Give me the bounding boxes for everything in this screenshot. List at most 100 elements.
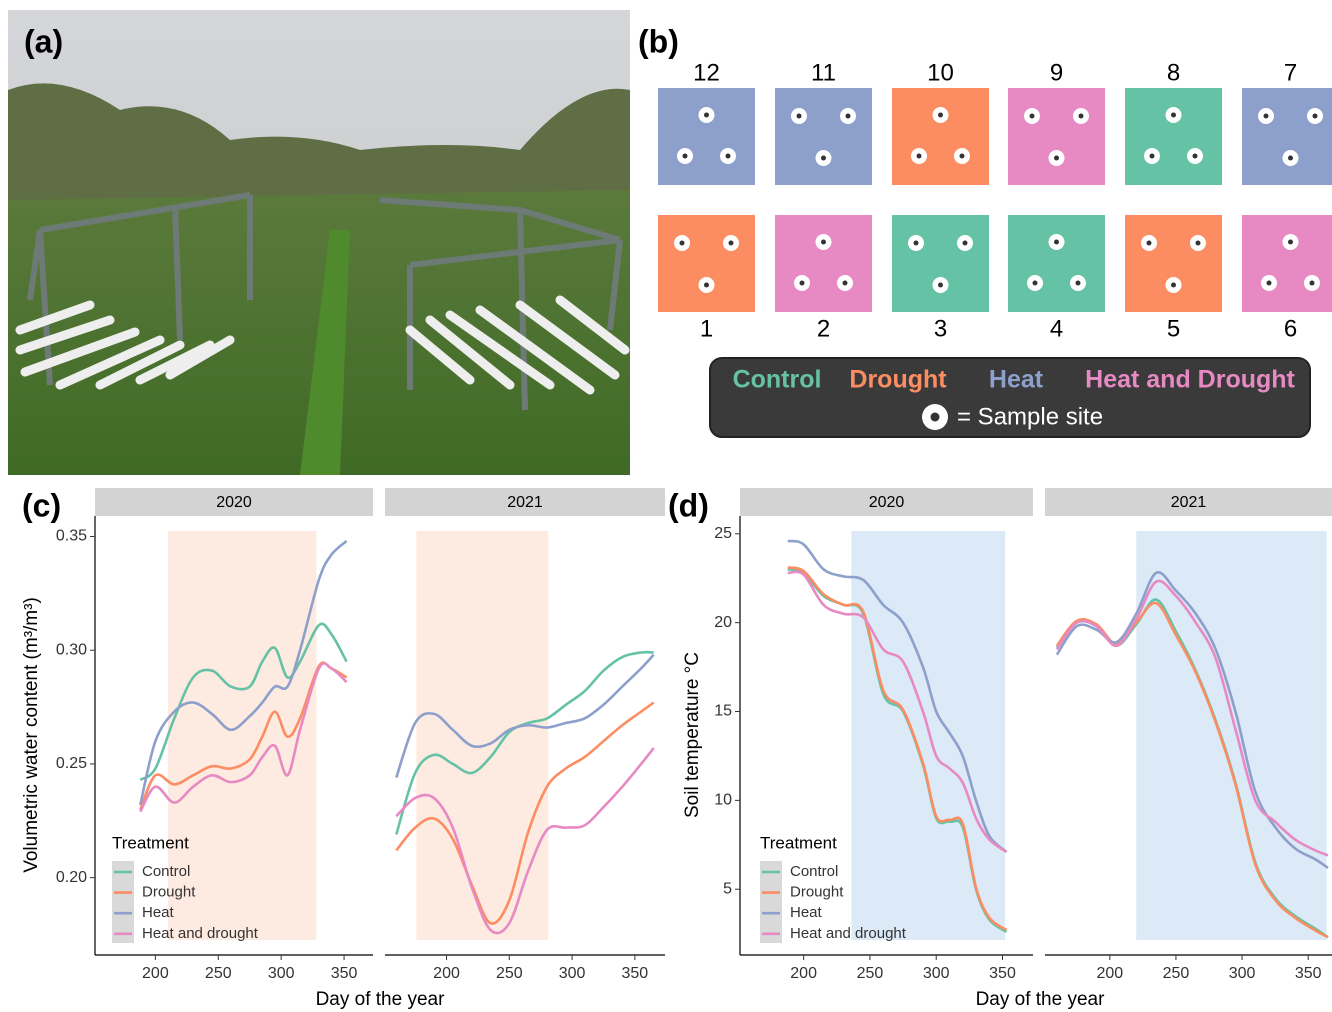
y-tick-label: 0.30 xyxy=(56,641,87,658)
sample-site-center xyxy=(846,114,851,119)
x-tick-label: 350 xyxy=(989,965,1016,982)
legend-label: Heat and Drought xyxy=(1085,366,1295,394)
y-tick-label: 0.25 xyxy=(56,755,87,772)
x-tick-label: 350 xyxy=(622,965,649,982)
sample-site-center xyxy=(938,113,943,118)
plot xyxy=(658,88,755,185)
plot-number: 7 xyxy=(1284,59,1297,86)
x-tick-label: 300 xyxy=(559,965,586,982)
legend-label: Heat xyxy=(790,904,823,921)
x-tick-label: 200 xyxy=(433,965,460,982)
plot xyxy=(892,215,989,312)
sample-site-center xyxy=(1150,154,1155,159)
plot xyxy=(1242,88,1332,185)
sample-site-center xyxy=(704,113,709,118)
facet-title: 2021 xyxy=(507,494,543,511)
x-tick-label: 200 xyxy=(1096,965,1123,982)
plot xyxy=(1008,88,1105,185)
plot xyxy=(1125,215,1222,312)
x-axis-title: Day of the year xyxy=(316,989,446,1010)
legend-label: Control xyxy=(790,863,838,880)
y-tick-label: 20 xyxy=(714,614,732,631)
x-tick-label: 250 xyxy=(857,965,884,982)
x-tick-label: 250 xyxy=(496,965,523,982)
plot xyxy=(1242,215,1332,312)
sample-site-center xyxy=(1171,283,1176,288)
facet-title: 2020 xyxy=(869,494,905,511)
plot-number: 2 xyxy=(817,315,830,342)
sample-site-center xyxy=(729,241,734,246)
panel-label: (a) xyxy=(24,23,63,59)
y-axis-title: Volumetric water content (m³/m³) xyxy=(21,597,42,873)
legend-label: Heat xyxy=(142,904,175,921)
legend-label: Drought xyxy=(790,884,844,901)
sample-site-center xyxy=(726,154,731,159)
sample-site-center xyxy=(1196,241,1201,246)
panel-label: (b) xyxy=(638,23,679,59)
figure: (a) (b) (c) (d) 121110987123456ControlDr… xyxy=(0,0,1332,1012)
x-tick-label: 300 xyxy=(268,965,295,982)
sample-site-center xyxy=(680,241,685,246)
sample-site-center xyxy=(1288,240,1293,245)
sample-site-center xyxy=(821,240,826,245)
plot xyxy=(658,215,755,312)
sample-site-icon-center xyxy=(931,413,940,422)
y-tick-label: 10 xyxy=(714,792,732,809)
plot-number: 1 xyxy=(700,315,713,342)
y-tick-label: 0.35 xyxy=(56,528,87,545)
x-tick-label: 350 xyxy=(1295,965,1322,982)
plot-number: 9 xyxy=(1050,59,1063,86)
legend-label: Heat and drought xyxy=(790,925,907,942)
sample-site-center xyxy=(914,241,919,246)
x-axis-title: Day of the year xyxy=(976,989,1106,1010)
sample-site-center xyxy=(1147,241,1152,246)
sample-site-center xyxy=(800,281,805,286)
sample-site-center xyxy=(1313,114,1318,119)
plot xyxy=(892,88,989,185)
sample-site-center xyxy=(683,154,688,159)
plot-number: 5 xyxy=(1167,315,1180,342)
sample-site-center xyxy=(797,114,802,119)
legend-label: Heat and drought xyxy=(142,925,259,942)
panel-label: (c) xyxy=(22,487,61,523)
legend-label: Drought xyxy=(142,884,196,901)
plot-number: 3 xyxy=(934,315,947,342)
x-tick-label: 350 xyxy=(331,965,358,982)
x-tick-label: 250 xyxy=(1163,965,1190,982)
shaded-period xyxy=(416,531,548,940)
plot-number: 11 xyxy=(811,59,836,86)
y-axis-title: Soil temperature °C xyxy=(682,652,703,818)
sample-site-center xyxy=(917,154,922,159)
legend-title: Treatment xyxy=(112,833,189,852)
sample-site-center xyxy=(938,283,943,288)
sample-site-center xyxy=(1054,156,1059,161)
sample-site-center xyxy=(821,156,826,161)
x-tick-label: 300 xyxy=(923,965,950,982)
legend-title: Treatment xyxy=(760,833,837,852)
y-tick-label: 0.20 xyxy=(56,869,87,886)
sample-site-center xyxy=(1076,281,1081,286)
sample-site-center xyxy=(1030,114,1035,119)
plot xyxy=(1008,215,1105,312)
x-tick-label: 200 xyxy=(142,965,169,982)
y-tick-label: 25 xyxy=(714,525,732,542)
plot-number: 6 xyxy=(1284,315,1297,342)
sample-site-center xyxy=(1264,114,1269,119)
shaded-period xyxy=(1136,531,1326,940)
sample-site-center xyxy=(1079,114,1084,119)
legend-label: Drought xyxy=(849,366,947,394)
facet-title: 2020 xyxy=(216,494,252,511)
sample-site-center xyxy=(704,283,709,288)
plot-number: 10 xyxy=(927,59,954,86)
legend-label: Control xyxy=(142,863,190,880)
sample-site-center xyxy=(1267,281,1272,286)
legend-label: Control xyxy=(733,366,822,394)
y-tick-label: 15 xyxy=(714,703,732,720)
sample-site-center xyxy=(960,154,965,159)
plot-number: 4 xyxy=(1050,315,1063,342)
plot xyxy=(775,88,872,185)
x-tick-label: 300 xyxy=(1229,965,1256,982)
sample-site-center xyxy=(1054,240,1059,245)
sample-site-center xyxy=(963,241,968,246)
legend-label: Heat xyxy=(989,366,1044,394)
